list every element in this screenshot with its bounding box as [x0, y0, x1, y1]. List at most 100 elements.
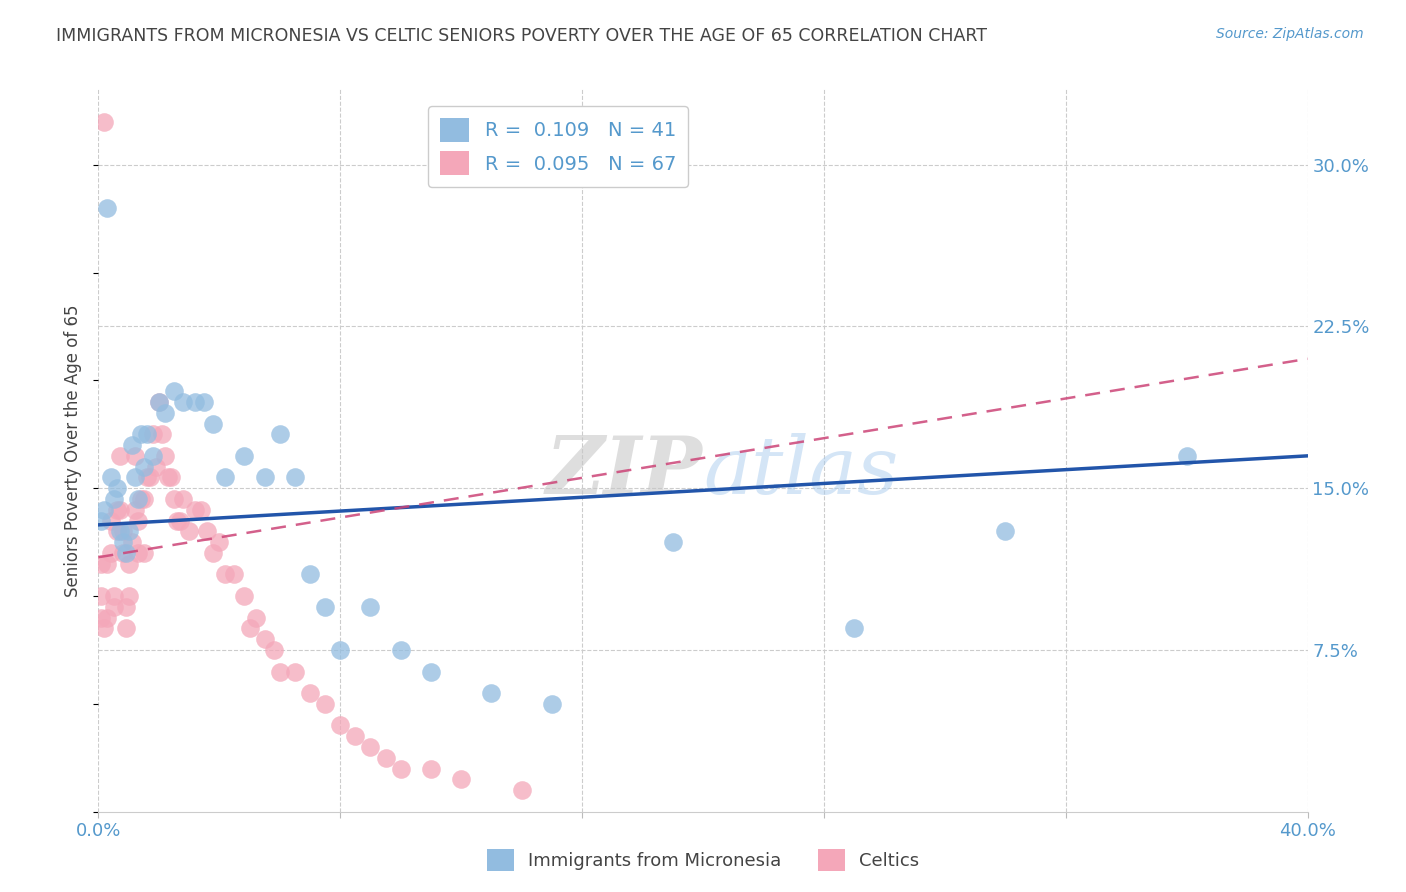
Point	[344, 729, 367, 743]
Point	[124, 470, 146, 484]
Point	[96, 610, 118, 624]
Point	[224, 567, 246, 582]
Point	[329, 643, 352, 657]
Point	[90, 557, 112, 571]
Point	[93, 114, 115, 128]
Point	[93, 621, 115, 635]
Point	[90, 610, 112, 624]
Point	[299, 567, 322, 582]
Point	[132, 546, 155, 560]
Point	[108, 524, 131, 539]
Point	[374, 751, 396, 765]
Point	[118, 557, 141, 571]
Point	[100, 514, 122, 528]
Point	[190, 502, 212, 516]
Point	[214, 470, 236, 484]
Point	[232, 589, 254, 603]
Point	[142, 449, 165, 463]
Point	[108, 502, 131, 516]
Point	[121, 535, 143, 549]
Point	[127, 514, 149, 528]
Point	[269, 427, 291, 442]
Text: Source: ZipAtlas.com: Source: ZipAtlas.com	[1216, 27, 1364, 41]
Text: ZIP: ZIP	[546, 434, 703, 511]
Point	[103, 599, 125, 614]
Point	[105, 481, 128, 495]
Point	[111, 535, 134, 549]
Point	[129, 427, 152, 442]
Point	[450, 772, 472, 787]
Point	[96, 557, 118, 571]
Point	[114, 599, 136, 614]
Point	[124, 502, 146, 516]
Point	[156, 470, 179, 484]
Point	[114, 621, 136, 635]
Point	[111, 524, 134, 539]
Point	[169, 514, 191, 528]
Point	[135, 427, 157, 442]
Point	[360, 599, 382, 614]
Point	[93, 502, 115, 516]
Point	[245, 610, 267, 624]
Point	[148, 395, 170, 409]
Point	[253, 470, 276, 484]
Point	[172, 491, 194, 506]
Point	[142, 427, 165, 442]
Point	[193, 395, 215, 409]
Point	[163, 491, 186, 506]
Point	[118, 524, 141, 539]
Point	[135, 470, 157, 484]
Point	[195, 524, 218, 539]
Point	[163, 384, 186, 399]
Point	[284, 470, 307, 484]
Point	[172, 395, 194, 409]
Point	[314, 599, 336, 614]
Point	[129, 491, 152, 506]
Point	[208, 535, 231, 549]
Text: atlas: atlas	[703, 434, 898, 511]
Point	[184, 395, 207, 409]
Point	[510, 783, 533, 797]
Point	[202, 546, 225, 560]
Point	[179, 524, 201, 539]
Point	[90, 514, 112, 528]
Text: IMMIGRANTS FROM MICRONESIA VS CELTIC SENIORS POVERTY OVER THE AGE OF 65 CORRELAT: IMMIGRANTS FROM MICRONESIA VS CELTIC SEN…	[56, 27, 987, 45]
Legend: Immigrants from Micronesia, Celtics: Immigrants from Micronesia, Celtics	[479, 842, 927, 879]
Point	[994, 524, 1017, 539]
Point	[139, 470, 162, 484]
Point	[103, 589, 125, 603]
Point	[127, 491, 149, 506]
Point	[90, 589, 112, 603]
Point	[118, 589, 141, 603]
Point	[153, 406, 176, 420]
Point	[100, 546, 122, 560]
Point	[314, 697, 336, 711]
Point	[100, 470, 122, 484]
Point	[111, 546, 134, 560]
Point	[124, 449, 146, 463]
Point	[232, 449, 254, 463]
Point	[121, 438, 143, 452]
Point	[132, 459, 155, 474]
Point	[114, 546, 136, 560]
Point	[389, 762, 412, 776]
Point	[153, 449, 176, 463]
Point	[166, 514, 188, 528]
Point	[148, 395, 170, 409]
Y-axis label: Seniors Poverty Over the Age of 65: Seniors Poverty Over the Age of 65	[65, 304, 83, 597]
Point	[145, 459, 167, 474]
Point	[284, 665, 307, 679]
Point	[96, 201, 118, 215]
Point	[360, 739, 382, 754]
Point	[214, 567, 236, 582]
Legend: R =  0.109   N = 41, R =  0.095   N = 67: R = 0.109 N = 41, R = 0.095 N = 67	[429, 106, 688, 186]
Point	[103, 491, 125, 506]
Point	[105, 502, 128, 516]
Point	[420, 762, 443, 776]
Point	[239, 621, 262, 635]
Point	[844, 621, 866, 635]
Point	[132, 491, 155, 506]
Point	[481, 686, 503, 700]
Point	[263, 643, 285, 657]
Point	[108, 449, 131, 463]
